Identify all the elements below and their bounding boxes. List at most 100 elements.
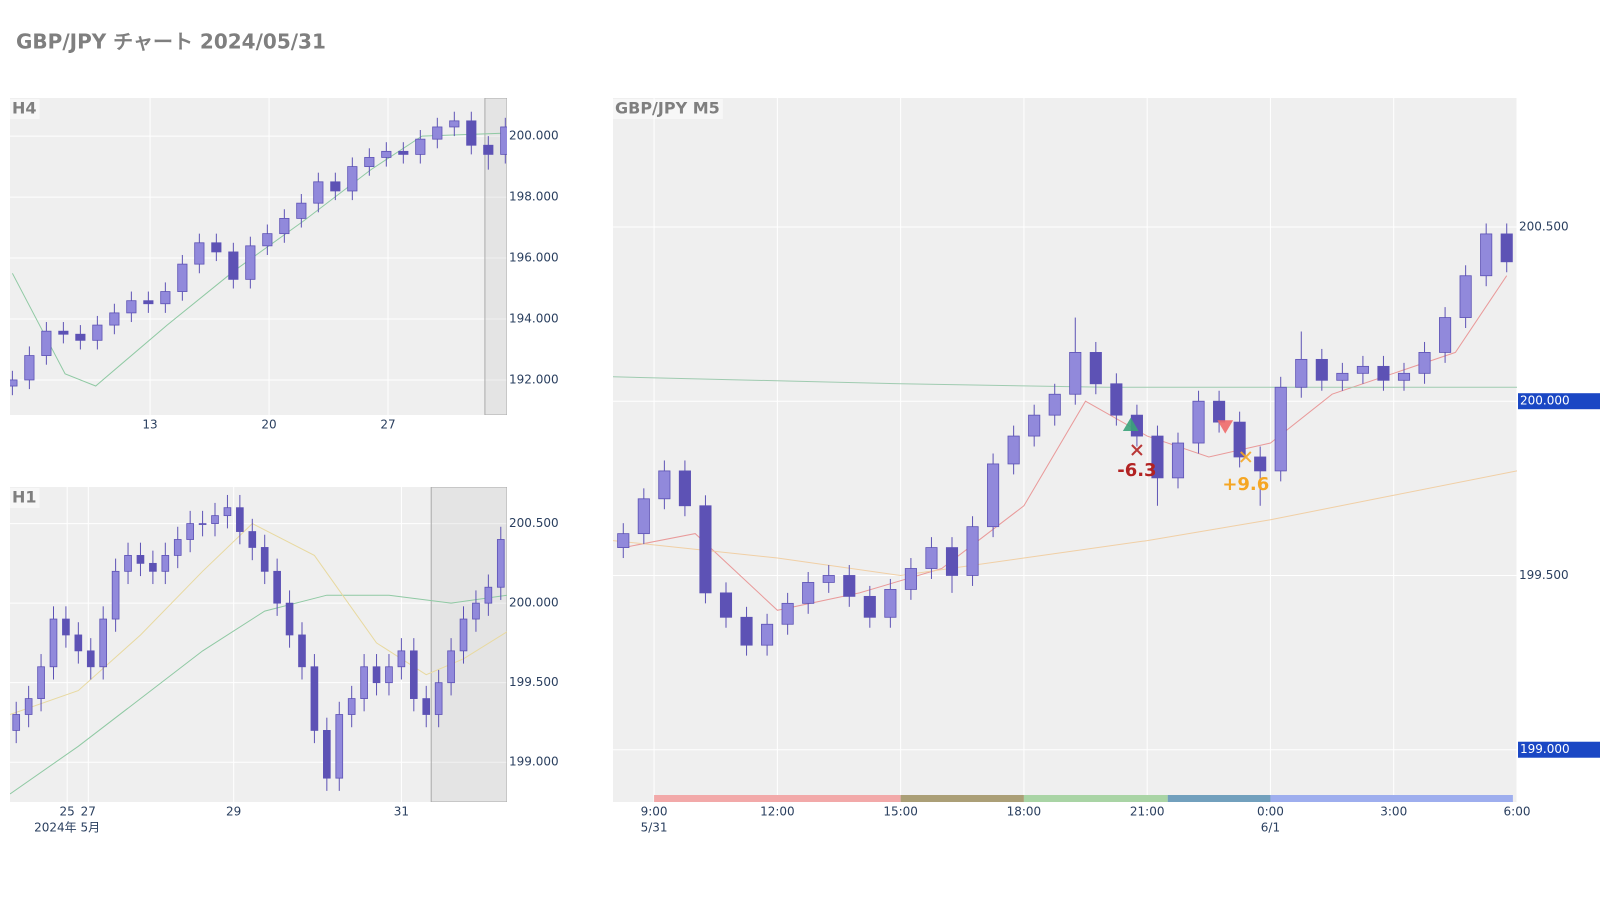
candle-body bbox=[149, 562, 157, 572]
candle-body bbox=[1500, 233, 1513, 263]
candle-body bbox=[459, 618, 468, 652]
candle-body bbox=[24, 355, 35, 381]
session-band bbox=[1270, 795, 1513, 802]
candle-body bbox=[86, 650, 95, 668]
candle-body bbox=[109, 312, 120, 326]
candle-body bbox=[279, 217, 290, 235]
candle-body bbox=[211, 515, 219, 524]
candle-body bbox=[136, 555, 145, 564]
candle-body bbox=[124, 555, 132, 572]
candle-body bbox=[740, 616, 753, 646]
trade-marker bbox=[1240, 451, 1252, 463]
y-tick-label: 200.000 bbox=[509, 129, 559, 143]
panel-title-background bbox=[10, 99, 40, 119]
candle-body bbox=[1336, 372, 1349, 381]
candle-body bbox=[761, 623, 774, 646]
candle-body bbox=[1377, 365, 1390, 381]
candle-body bbox=[1048, 393, 1061, 416]
candle-body bbox=[415, 138, 426, 155]
candle-body bbox=[273, 570, 281, 604]
x-tick-label: 29 bbox=[226, 805, 241, 819]
candle-body bbox=[364, 157, 375, 167]
moving-average bbox=[613, 470, 1517, 577]
candle-body bbox=[483, 144, 494, 155]
candle-body bbox=[1254, 456, 1267, 472]
candle-body bbox=[904, 568, 917, 590]
x-tick-label: 13 bbox=[142, 418, 157, 432]
price-tag-label: 199.000 bbox=[1520, 742, 1570, 756]
candle-body bbox=[92, 324, 103, 341]
price-tag-label: 200.000 bbox=[1520, 394, 1570, 408]
candle-body bbox=[472, 602, 480, 620]
plot-area bbox=[613, 98, 1517, 802]
candle-body bbox=[62, 618, 70, 636]
candle-body bbox=[385, 666, 393, 684]
x-tick-sublabel: 2024年 5月 bbox=[34, 821, 100, 835]
candle-body bbox=[37, 666, 45, 699]
candle-body bbox=[658, 470, 671, 500]
candle-body bbox=[447, 650, 455, 684]
candle-body bbox=[397, 650, 406, 668]
panel-title-background bbox=[613, 99, 723, 119]
candle-body bbox=[1171, 442, 1185, 479]
candle-body bbox=[1028, 414, 1041, 437]
panel-title: H1 bbox=[12, 488, 37, 507]
candle-body bbox=[781, 602, 794, 625]
candle-body bbox=[248, 531, 257, 548]
candle-body bbox=[285, 602, 294, 636]
candle-body bbox=[335, 714, 344, 779]
candle-body bbox=[1151, 435, 1164, 479]
candle-body bbox=[1439, 317, 1452, 353]
panel-title-background bbox=[10, 488, 40, 508]
candle-body bbox=[466, 120, 477, 146]
candle-body bbox=[260, 547, 269, 572]
moving-average bbox=[10, 522, 507, 715]
candle-body bbox=[863, 595, 876, 618]
x-tick-label: 27 bbox=[380, 418, 395, 432]
candle-body bbox=[298, 634, 306, 668]
panel-title: GBP/JPY M5 bbox=[615, 99, 720, 118]
trade-result: +9.6 bbox=[1222, 474, 1269, 495]
x-tick-label: 6:00 bbox=[1504, 805, 1531, 819]
x-tick-label: 25 bbox=[60, 805, 75, 819]
candle-body bbox=[347, 166, 358, 192]
y-tick-label: 199.500 bbox=[1519, 568, 1569, 582]
session-band bbox=[900, 795, 1024, 802]
x-tick-label: 27 bbox=[81, 805, 96, 819]
candle-body bbox=[228, 251, 239, 280]
candle-body bbox=[617, 533, 630, 548]
trade-marker bbox=[1122, 417, 1139, 432]
y-tick-label: 196.000 bbox=[509, 251, 559, 265]
candle-body bbox=[1213, 400, 1226, 423]
candle-body bbox=[74, 634, 83, 652]
candle-body bbox=[1315, 358, 1328, 381]
candle-body bbox=[484, 586, 493, 604]
candle-body bbox=[99, 618, 108, 668]
candle-body bbox=[111, 570, 120, 620]
candle-body bbox=[1397, 372, 1411, 381]
candle-body bbox=[198, 523, 207, 525]
x-tick-label: 0:00 bbox=[1257, 805, 1284, 819]
x-tick-label: 3:00 bbox=[1380, 805, 1407, 819]
candle-body bbox=[1295, 358, 1308, 388]
panel: 199.000 199.500 200.000 200.500 25 27 29 31 2024… bbox=[10, 487, 559, 835]
candle-body bbox=[160, 291, 171, 305]
candle-body bbox=[49, 618, 58, 668]
candle-body bbox=[161, 555, 170, 572]
candle-body bbox=[802, 582, 815, 604]
candle-body bbox=[432, 126, 443, 140]
candle-body bbox=[310, 666, 319, 731]
plot-area bbox=[10, 487, 507, 802]
candle-body bbox=[58, 330, 69, 335]
plot-area bbox=[10, 98, 507, 415]
candle-body bbox=[262, 233, 273, 247]
candle-body bbox=[449, 120, 460, 128]
candle-body bbox=[1233, 421, 1246, 458]
y-tick-label: 198.000 bbox=[509, 190, 559, 204]
trade-marker bbox=[1131, 444, 1143, 456]
candle-body bbox=[41, 330, 52, 356]
x-tick-label: 20 bbox=[261, 418, 276, 432]
candle-body bbox=[173, 539, 182, 556]
candle-body bbox=[945, 547, 959, 576]
candle-body bbox=[372, 666, 381, 684]
